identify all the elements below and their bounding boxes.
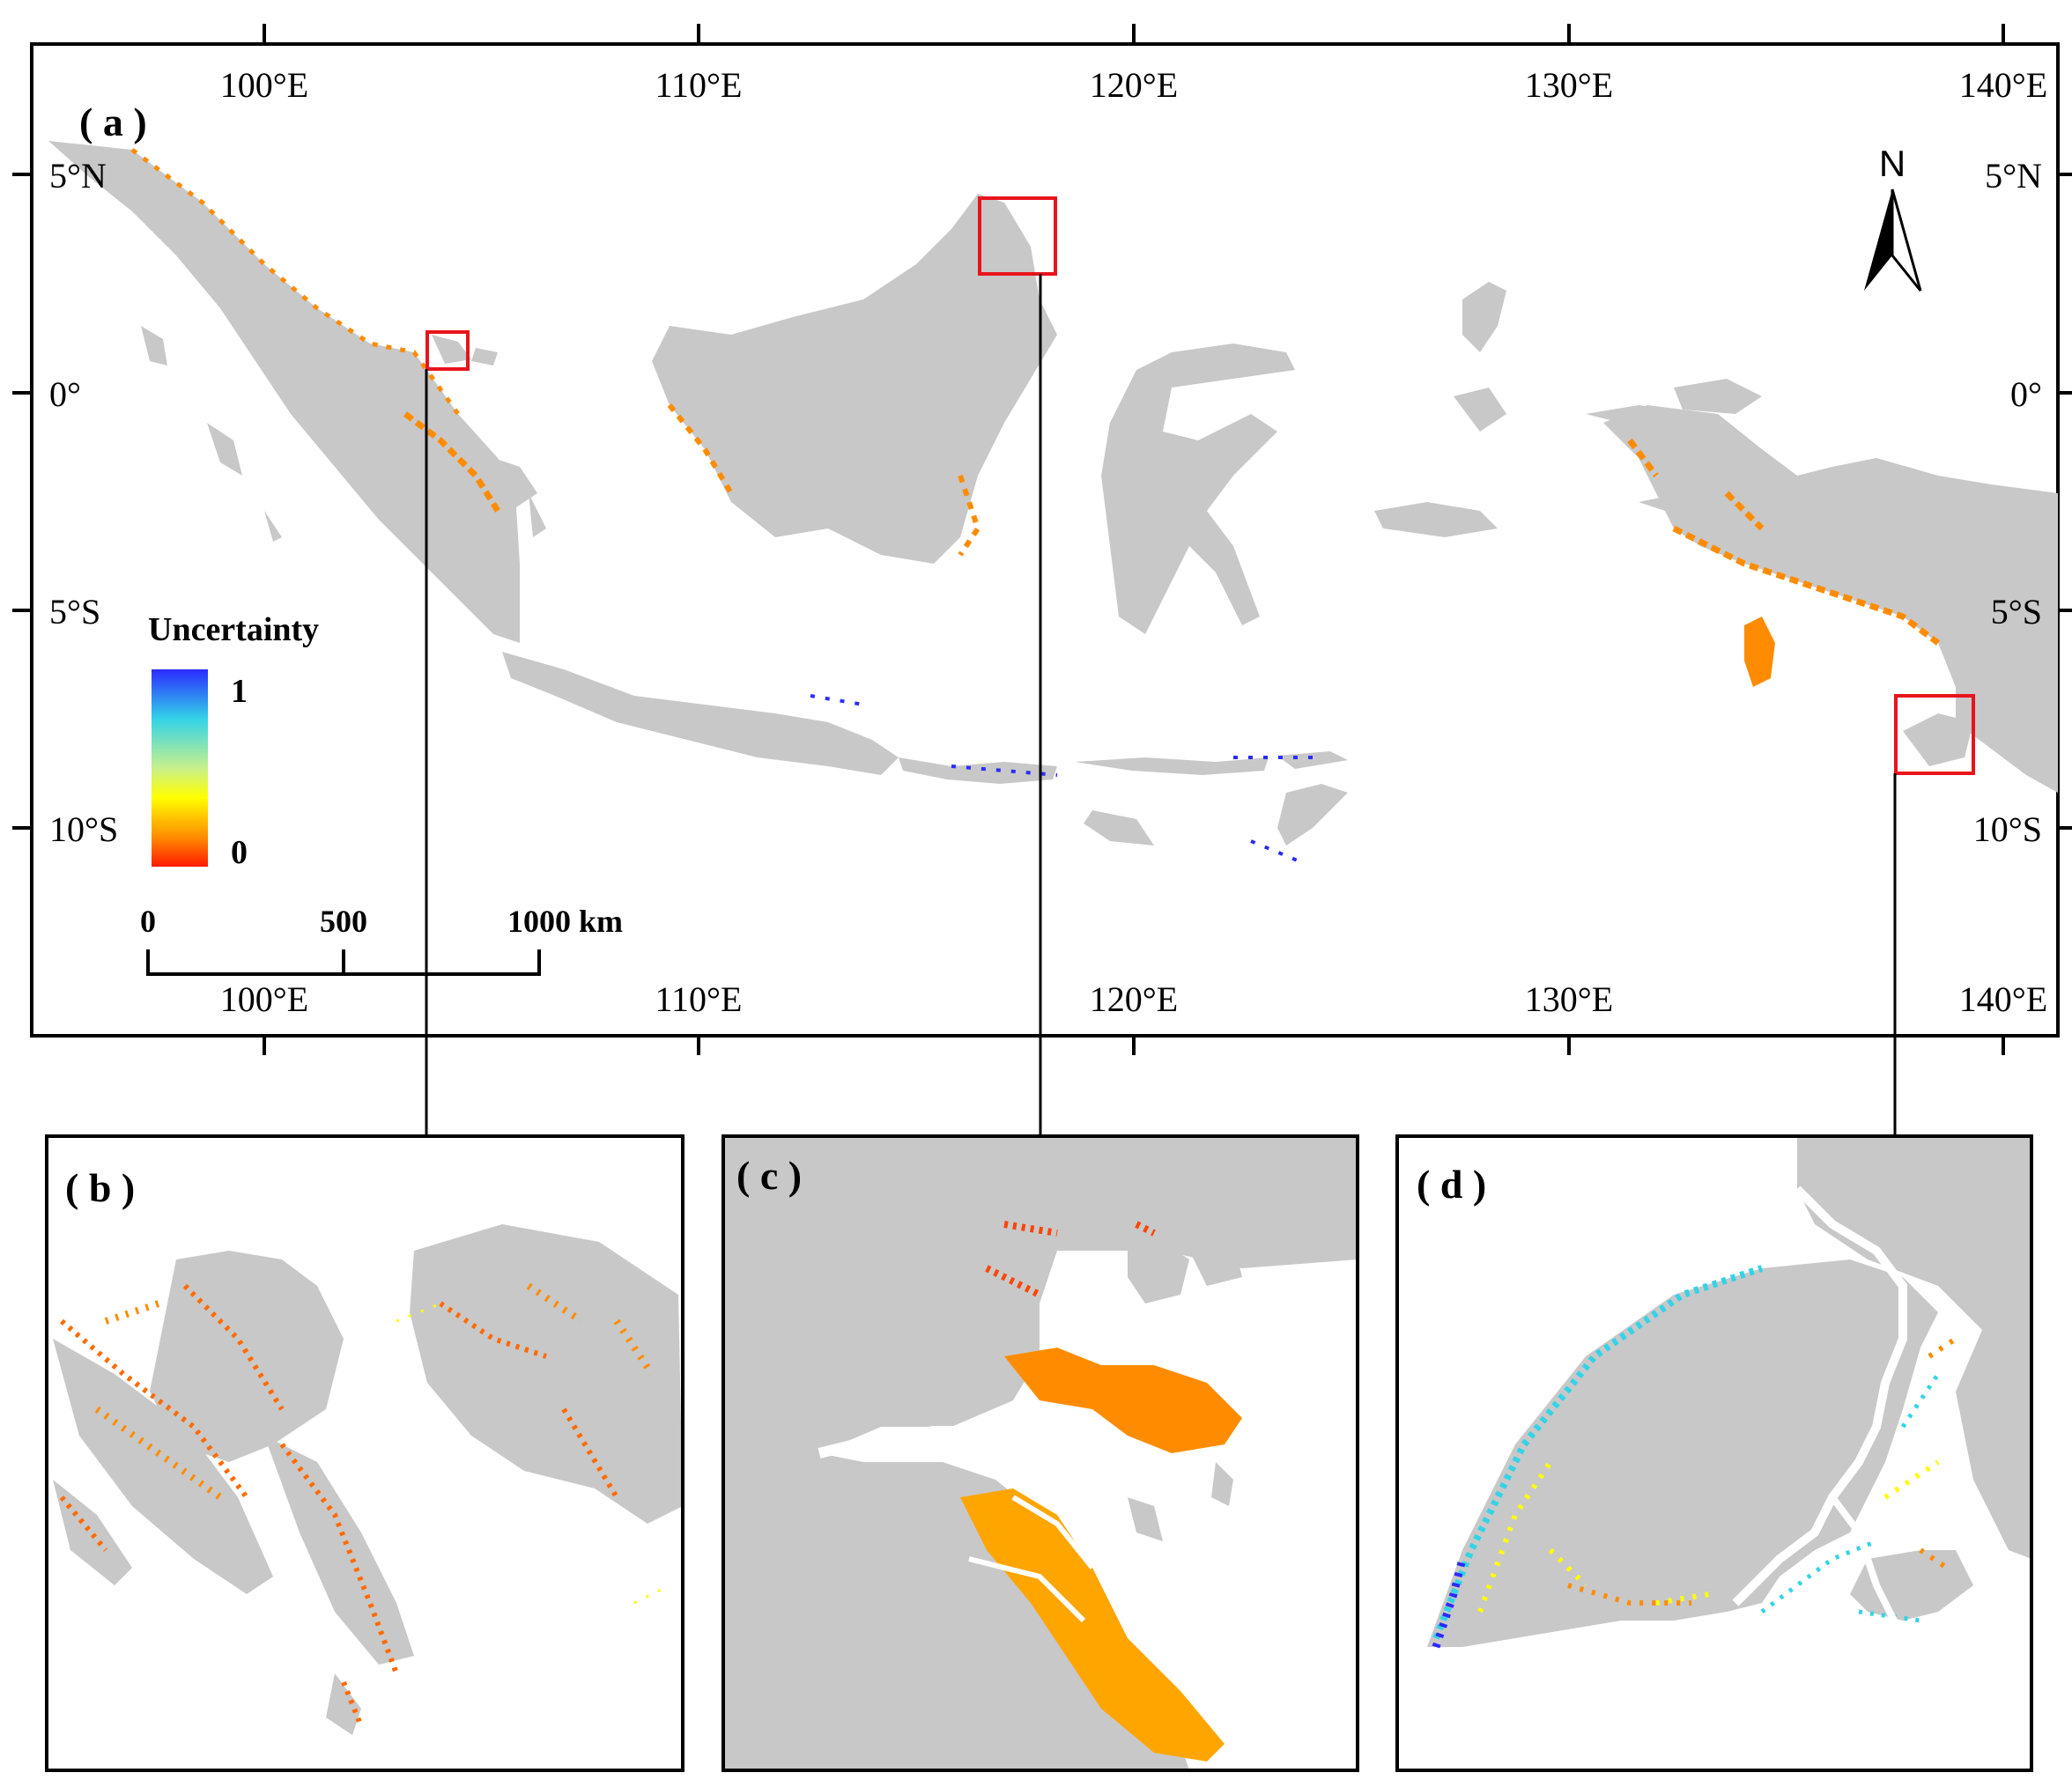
north-label: N	[1879, 143, 1906, 184]
lon-label: 130°E	[1525, 65, 1613, 105]
lon-label: 100°E	[220, 65, 308, 105]
highlight-box-d	[1894, 694, 1975, 775]
panel-d: ( d )	[1395, 1134, 2033, 1772]
lat-label: 0°	[2010, 374, 2042, 414]
lat-label: 5°N	[1985, 156, 2042, 196]
lat-labels-left: 5°N 0° 5°S 10°S	[49, 156, 118, 849]
lon-label: 100°E	[220, 979, 308, 1019]
panel-a: 100°E 110°E 120°E 130°E 140°E 100°E 110°…	[12, 24, 2072, 1136]
legend-min-label: 0	[231, 834, 248, 871]
legend-color-ramp	[152, 669, 208, 867]
tick-marks	[12, 24, 2072, 1055]
lat-label: 10°S	[1973, 809, 2042, 849]
scale-bar: 0 500 1000 km	[140, 904, 623, 976]
panel-c: ( c )	[722, 1134, 1359, 1772]
highlight-box-c	[978, 196, 1057, 276]
legend-max-label: 1	[231, 673, 248, 710]
highlight-boxes	[426, 196, 1975, 775]
lon-label: 110°E	[655, 979, 743, 1019]
legend-title: Uncertainty	[148, 611, 319, 648]
lon-label: 120°E	[1090, 979, 1178, 1019]
island-new-guinea	[1603, 405, 2058, 793]
lon-labels-top: 100°E 110°E 120°E 130°E 140°E	[220, 65, 2047, 105]
lon-label: 130°E	[1525, 979, 1613, 1019]
island-sulawesi	[1101, 343, 1295, 634]
lon-label: 140°E	[1959, 979, 2047, 1019]
highlight-box-b	[426, 330, 470, 371]
island-java	[502, 652, 899, 775]
island-borneo	[652, 194, 1057, 564]
panel-label-b: ( b )	[65, 1165, 135, 1210]
lon-label: 120°E	[1090, 65, 1178, 105]
land-main	[48, 141, 2058, 865]
lat-label: 5°S	[49, 592, 100, 631]
lat-label: 10°S	[49, 809, 118, 849]
panel-b: ( b )	[45, 1134, 684, 1772]
north-arrow-icon: N	[1864, 143, 1922, 292]
lat-label: 0°	[49, 374, 81, 414]
scale-label: 500	[320, 904, 367, 939]
legend: Uncertainty 1 0	[148, 611, 319, 871]
connector-lines	[425, 274, 1897, 1136]
scale-label: 1000 km	[507, 904, 623, 939]
scale-label: 0	[140, 904, 156, 939]
lat-label: 5°S	[1991, 592, 2042, 631]
panel-label-d: ( d )	[1417, 1162, 1486, 1207]
lat-labels-right: 5°N 0° 5°S 10°S	[1973, 156, 2042, 849]
lon-labels-bottom: 100°E 110°E 120°E 130°E 140°E	[220, 979, 2047, 1019]
lon-label: 110°E	[655, 65, 743, 105]
island-sumatra	[48, 141, 520, 643]
lon-label: 140°E	[1959, 65, 2047, 105]
lat-label: 5°N	[49, 156, 107, 196]
panel-label-a: ( a )	[79, 100, 147, 144]
panel-label-c: ( c )	[736, 1153, 802, 1198]
